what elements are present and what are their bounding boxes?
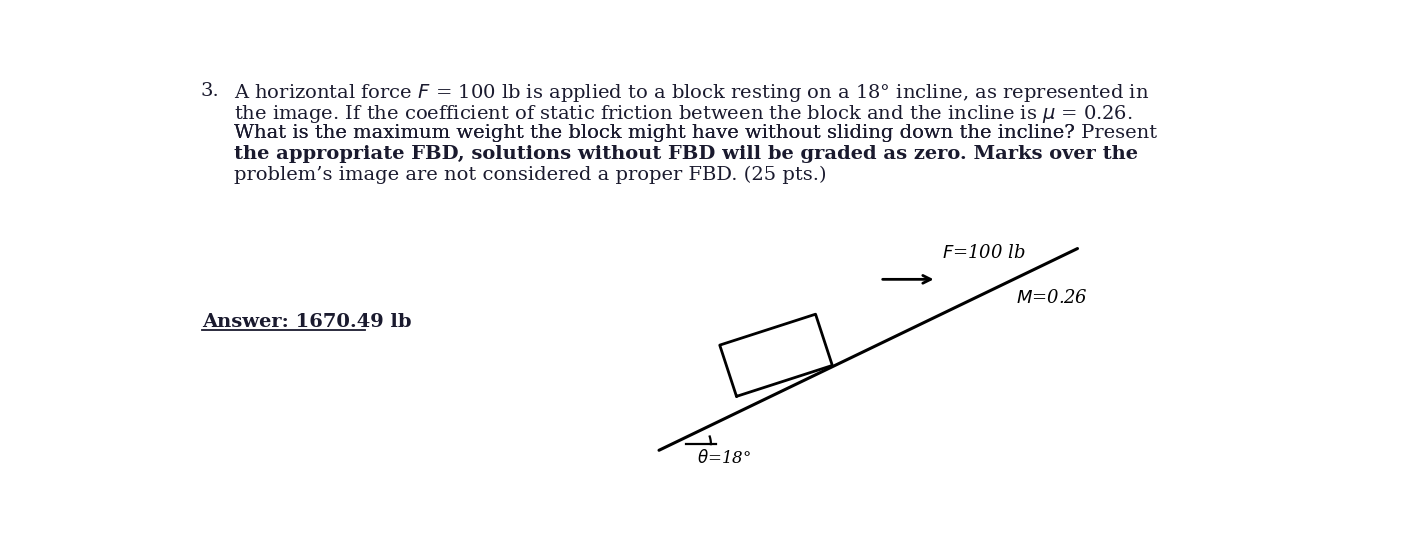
Text: What is the maximum weight the block might have without sliding down the incline: What is the maximum weight the block mig… xyxy=(234,124,1158,142)
Text: the appropriate FBD, solutions without FBD will be graded as zero. Marks over th: the appropriate FBD, solutions without F… xyxy=(234,145,1138,163)
Text: $F$=100 lb: $F$=100 lb xyxy=(942,244,1025,262)
Text: $M$=0.26: $M$=0.26 xyxy=(1015,288,1087,307)
Text: $\theta$=18°: $\theta$=18° xyxy=(697,449,751,467)
Text: A horizontal force $\mathit{F}$ = 100 lb is applied to a block resting on a 18° : A horizontal force $\mathit{F}$ = 100 lb… xyxy=(234,82,1150,104)
Text: the image. If the coefficient of static friction between the block and the incli: the image. If the coefficient of static … xyxy=(234,103,1132,125)
Text: problem’s image are not considered a proper FBD. (25 pts.): problem’s image are not considered a pro… xyxy=(234,165,827,184)
Text: Answer: 1670.49 lb: Answer: 1670.49 lb xyxy=(201,313,411,331)
Text: What is the maximum weight the block might have without sliding down the incline: What is the maximum weight the block mig… xyxy=(234,124,1081,142)
Text: 3.: 3. xyxy=(200,82,218,100)
